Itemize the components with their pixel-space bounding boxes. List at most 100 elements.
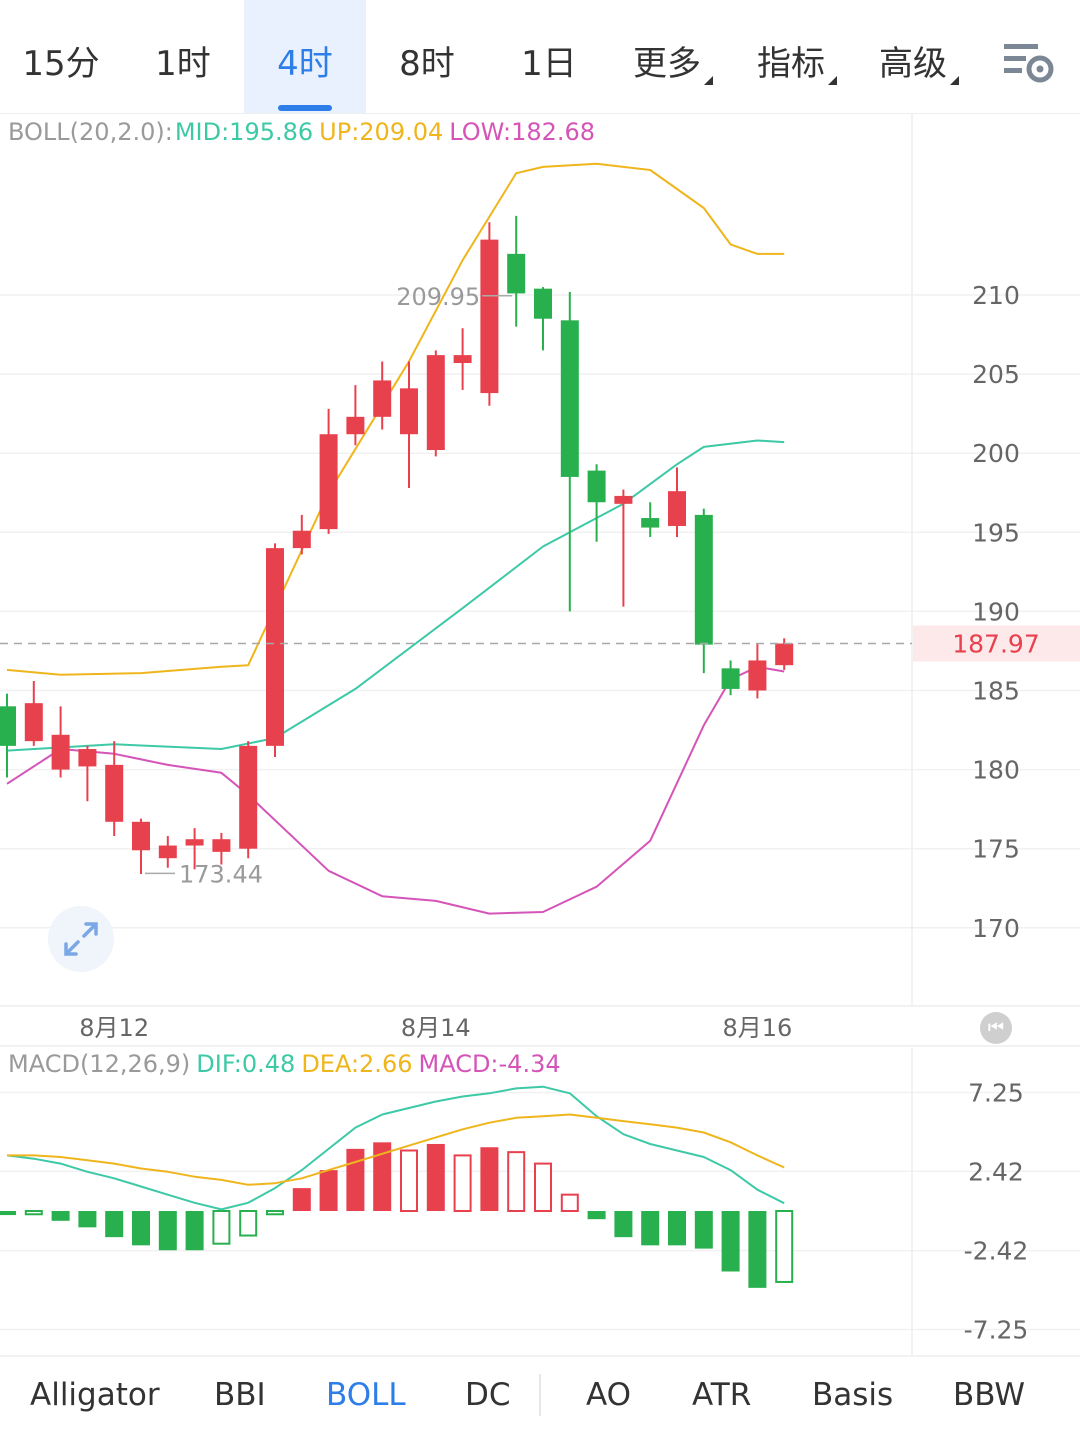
macd-bar: [373, 1142, 392, 1211]
candle: [426, 350, 445, 457]
candle: [560, 291, 579, 612]
tab-more[interactable]: 更多: [610, 0, 736, 113]
tab-1h[interactable]: 1时: [122, 0, 244, 113]
candle: [24, 681, 43, 746]
indicator-tab-bbi[interactable]: BBI: [214, 1377, 266, 1413]
candle-body: [78, 749, 97, 767]
candle: [480, 222, 499, 406]
active-tab-indicator: [278, 105, 332, 111]
chart-canvas[interactable]: 187.97 210 205 200 195 190 185 180 175 170 7.25 2.…: [0, 0, 1080, 1360]
macd-bar: [346, 1148, 365, 1211]
macd-legend-name: MACD(12,26,9): [8, 1050, 191, 1078]
candle: [534, 287, 552, 351]
candle-body: [24, 703, 43, 742]
candle: [346, 385, 365, 446]
tab-label: 更多: [633, 44, 701, 84]
candle-body: [373, 380, 392, 417]
indicator-tab-basis[interactable]: Basis: [812, 1377, 894, 1413]
macd-axis-label: -7.25: [964, 1316, 1029, 1345]
candle: [158, 836, 177, 868]
candle-body: [426, 355, 445, 451]
price-axis-label: 205: [972, 360, 1020, 389]
candle-body: [534, 288, 552, 319]
candle: [239, 741, 258, 859]
candle-body: [775, 643, 794, 666]
high-marker-label: 209.95: [396, 283, 480, 311]
boll-up-line: [6, 162, 785, 676]
candle-body: [721, 668, 740, 689]
boll-low-line: [6, 665, 785, 915]
candle-body: [319, 434, 338, 530]
candle: [373, 361, 392, 430]
macd-bar: [0, 1211, 16, 1216]
macd-bar: [24, 1210, 43, 1216]
candle: [105, 741, 124, 837]
candle: [748, 643, 767, 699]
indicator-tab-ao[interactable]: AO: [586, 1377, 632, 1413]
candle: [212, 832, 231, 865]
date-axis-label: 8月14: [401, 1014, 471, 1042]
rewind-icon[interactable]: ⏮: [980, 1012, 1012, 1044]
candle: [694, 508, 713, 674]
timeframe-tabs: 15分 1时 4时 8时 1日 更多 指标 高级: [0, 0, 1080, 114]
last-price-label: 187.97: [952, 630, 1039, 659]
indicator-tab-alligator[interactable]: Alligator: [30, 1377, 160, 1413]
macd-axis-label: -2.42: [964, 1237, 1029, 1266]
macd-bar: [239, 1210, 258, 1237]
candle: [319, 408, 338, 534]
candle-body: [0, 706, 16, 746]
candle: [400, 361, 418, 489]
macd-bar: [400, 1149, 418, 1213]
price-axis-label: 210: [972, 281, 1020, 310]
macd-bar: [748, 1211, 767, 1288]
tab-8h[interactable]: 8时: [366, 0, 488, 113]
candle: [614, 489, 633, 607]
macd-axis-label: 2.42: [968, 1157, 1024, 1186]
tab-label: 4时: [277, 44, 333, 84]
indicator-tab-dc[interactable]: DC: [465, 1377, 511, 1413]
candle: [78, 745, 97, 802]
candle: [587, 464, 606, 542]
chart-settings-icon[interactable]: [1000, 38, 1060, 88]
macd-bar: [641, 1211, 660, 1246]
macd-bar: [587, 1211, 606, 1220]
tab-label: 15分: [22, 44, 100, 84]
expand-button[interactable]: [48, 906, 114, 972]
macd-bar: [507, 1151, 526, 1213]
candle: [507, 215, 526, 327]
indicator-tab-atr[interactable]: ATR: [692, 1377, 752, 1413]
boll-legend-mid: MID:195.86: [174, 118, 314, 146]
indicator-tab-bbw[interactable]: BBW: [953, 1377, 1026, 1413]
macd-bar: [78, 1211, 97, 1228]
candle: [721, 660, 740, 696]
tab-15min[interactable]: 15分: [0, 0, 122, 113]
candle-body: [346, 416, 365, 435]
boll-legend-name: BOLL(20,2.0):: [8, 118, 173, 146]
macd-bar: [721, 1211, 740, 1272]
tab-label: 高级: [879, 44, 947, 84]
macd-bar: [212, 1210, 231, 1245]
macd-dea-line: [7, 1113, 785, 1186]
expand-icon: [64, 922, 98, 956]
candle-body: [51, 734, 70, 770]
date-axis-label: 8月16: [722, 1014, 792, 1042]
tab-label: 8时: [399, 44, 455, 84]
macd-bar: [292, 1188, 311, 1211]
indicator-tab-boll[interactable]: BOLL: [326, 1377, 406, 1413]
candle: [51, 706, 70, 778]
price-axis-label: 200: [972, 439, 1020, 468]
candle: [185, 828, 204, 870]
macd-bar: [105, 1211, 124, 1238]
macd-bar: [560, 1193, 579, 1213]
tab-4h[interactable]: 4时: [244, 0, 366, 113]
indicator-tab-divider: [539, 1374, 541, 1416]
tab-indicators[interactable]: 指标: [736, 0, 858, 113]
macd-bar: [614, 1211, 633, 1238]
candle-body: [560, 320, 579, 477]
boll-legend: BOLL(20,2.0):MID:195.86 UP:209.04 LOW:182.…: [8, 118, 601, 146]
tab-1d[interactable]: 1日: [488, 0, 610, 113]
tab-advanced[interactable]: 高级: [858, 0, 980, 113]
candle-body: [132, 821, 150, 851]
candle-body: [587, 470, 606, 503]
candle: [668, 467, 686, 538]
